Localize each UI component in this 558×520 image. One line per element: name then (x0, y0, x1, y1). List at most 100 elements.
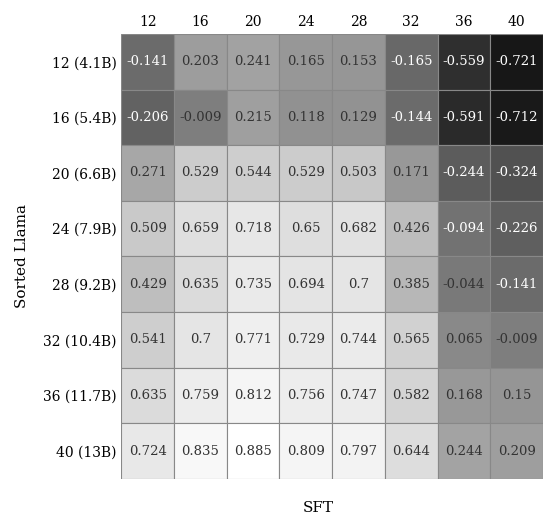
Bar (280, 368, 332, 423)
Bar (332, 256, 385, 312)
Bar (280, 145, 332, 201)
Text: 0.244: 0.244 (445, 445, 483, 458)
Text: 0.509: 0.509 (129, 222, 167, 235)
Text: 0.659: 0.659 (181, 222, 219, 235)
Bar (437, 145, 490, 201)
Text: 0.429: 0.429 (129, 278, 167, 291)
Bar (385, 312, 437, 368)
Text: 0.7: 0.7 (348, 278, 369, 291)
Bar (122, 34, 174, 89)
Text: 0.118: 0.118 (287, 111, 325, 124)
Bar (174, 368, 227, 423)
Bar (227, 368, 280, 423)
Bar (122, 423, 174, 479)
Text: 0.735: 0.735 (234, 278, 272, 291)
Text: 0.129: 0.129 (340, 111, 377, 124)
Text: 0.635: 0.635 (129, 389, 167, 402)
Text: 0.529: 0.529 (287, 166, 325, 179)
Text: -0.712: -0.712 (496, 111, 538, 124)
Text: 0.809: 0.809 (287, 445, 325, 458)
Bar (332, 201, 385, 256)
Text: -0.591: -0.591 (442, 111, 485, 124)
Text: 0.724: 0.724 (129, 445, 167, 458)
Text: 0.209: 0.209 (498, 445, 536, 458)
Bar (490, 145, 543, 201)
Text: -0.324: -0.324 (496, 166, 538, 179)
Y-axis label: Sorted Llama: Sorted Llama (15, 204, 29, 308)
Text: 0.694: 0.694 (287, 278, 325, 291)
Text: -0.094: -0.094 (442, 222, 485, 235)
Text: -0.559: -0.559 (442, 55, 485, 68)
Bar (122, 312, 174, 368)
Bar (174, 256, 227, 312)
Text: 0.171: 0.171 (392, 166, 430, 179)
Text: 0.682: 0.682 (340, 222, 377, 235)
Text: 0.544: 0.544 (234, 166, 272, 179)
Bar (437, 312, 490, 368)
Text: 0.65: 0.65 (291, 222, 321, 235)
Text: -0.144: -0.144 (390, 111, 432, 124)
Bar (437, 34, 490, 89)
Bar (385, 145, 437, 201)
Bar (332, 423, 385, 479)
Bar (122, 256, 174, 312)
Text: 0.541: 0.541 (129, 333, 167, 346)
Bar (385, 201, 437, 256)
Text: 0.215: 0.215 (234, 111, 272, 124)
Bar (280, 201, 332, 256)
Bar (490, 89, 543, 145)
Text: -0.009: -0.009 (496, 333, 538, 346)
Bar (280, 34, 332, 89)
Bar (490, 256, 543, 312)
Text: -0.044: -0.044 (442, 278, 485, 291)
Text: 0.529: 0.529 (181, 166, 219, 179)
Text: 0.065: 0.065 (445, 333, 483, 346)
Bar (227, 312, 280, 368)
Bar (490, 34, 543, 89)
Bar (385, 423, 437, 479)
Bar (122, 145, 174, 201)
Bar (122, 89, 174, 145)
Text: -0.226: -0.226 (496, 222, 538, 235)
Bar (227, 34, 280, 89)
Text: 0.759: 0.759 (181, 389, 219, 402)
Text: 0.885: 0.885 (234, 445, 272, 458)
Bar (227, 256, 280, 312)
Text: 0.835: 0.835 (181, 445, 219, 458)
Bar (490, 368, 543, 423)
Bar (332, 368, 385, 423)
Text: 0.153: 0.153 (340, 55, 377, 68)
Text: 0.747: 0.747 (339, 389, 378, 402)
Text: 0.797: 0.797 (339, 445, 378, 458)
Bar (280, 89, 332, 145)
Text: -0.165: -0.165 (390, 55, 432, 68)
Bar (332, 89, 385, 145)
Text: 0.7: 0.7 (190, 333, 211, 346)
Text: 0.426: 0.426 (392, 222, 430, 235)
Text: 0.644: 0.644 (392, 445, 430, 458)
Bar (174, 201, 227, 256)
Text: 0.168: 0.168 (445, 389, 483, 402)
Bar (490, 423, 543, 479)
Text: 0.165: 0.165 (287, 55, 325, 68)
Text: 0.565: 0.565 (392, 333, 430, 346)
Text: 0.771: 0.771 (234, 333, 272, 346)
Text: 0.744: 0.744 (340, 333, 377, 346)
Bar (490, 312, 543, 368)
Bar (280, 312, 332, 368)
Text: -0.721: -0.721 (496, 55, 538, 68)
Text: 0.729: 0.729 (287, 333, 325, 346)
Bar (332, 34, 385, 89)
Bar (174, 34, 227, 89)
Bar (490, 201, 543, 256)
Text: -0.009: -0.009 (179, 111, 222, 124)
Bar (385, 368, 437, 423)
Text: 0.812: 0.812 (234, 389, 272, 402)
Text: 0.756: 0.756 (287, 389, 325, 402)
Text: 0.241: 0.241 (234, 55, 272, 68)
Text: 0.718: 0.718 (234, 222, 272, 235)
Bar (174, 423, 227, 479)
Bar (437, 89, 490, 145)
Bar (122, 201, 174, 256)
Bar (332, 312, 385, 368)
